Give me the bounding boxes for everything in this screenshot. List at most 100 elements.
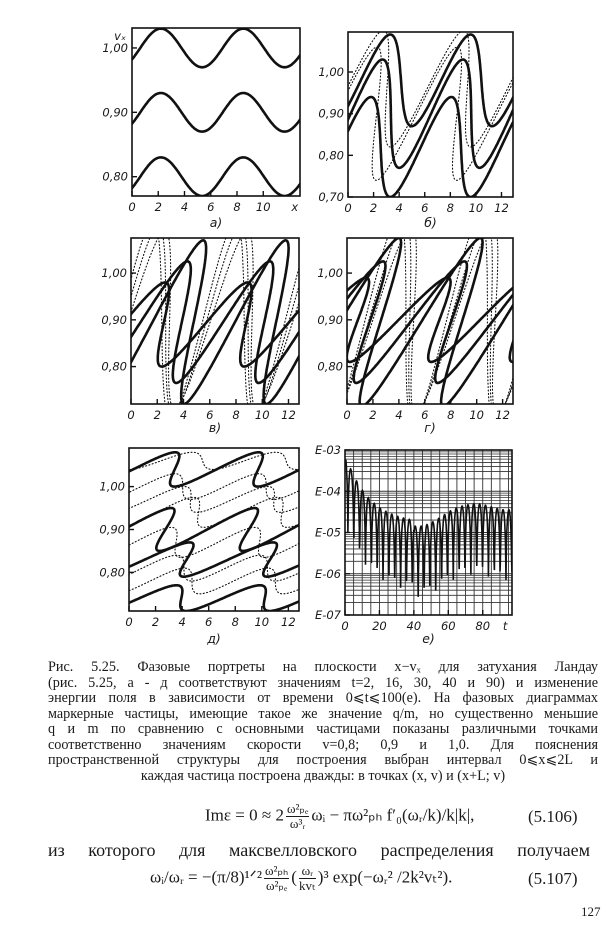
- eq2-frac2-num: ωᵣ: [298, 864, 316, 879]
- figure-panel: E-03 E-04 E-05 E-06 E-070 20 40 60 80 t е): [315, 443, 513, 646]
- phase-curve: [348, 58, 513, 170]
- y-tick-label: 0,90: [99, 523, 125, 537]
- caption-line: пространственной структуры для построени…: [48, 752, 598, 768]
- x-tick-label: 8: [233, 200, 240, 214]
- body-paragraph: из которого для максвелловского распреде…: [48, 840, 590, 860]
- y-tick-label: E-05: [315, 526, 341, 540]
- x-tick-label: 8: [447, 408, 454, 422]
- x-tick-label: 8: [232, 408, 239, 422]
- plot-area: [131, 238, 299, 404]
- marker-particle-curve: [348, 32, 513, 148]
- y-tick-label: 0,90: [317, 313, 343, 327]
- x-tick-label: 6: [206, 408, 213, 422]
- phase-curve: [129, 584, 299, 611]
- y-tick-label: 0,80: [317, 360, 343, 374]
- eq1-lhs: Imε = 0 ≈ 2: [205, 805, 284, 825]
- plot-frame: [347, 31, 514, 198]
- phase-curve: [347, 260, 513, 385]
- equation-5-107: ωᵢ/ωᵣ = −(π/8)¹ᐟ² ω²ₚₕ ω²ₚₑ(ωᵣ kvₜ)³ exp(−ω…: [150, 864, 452, 893]
- caption-line: маркерные частицы, имеющие такое же знач…: [48, 705, 598, 722]
- eq2-rhs: )³ exp(−ωᵣ² /2k²vₜ²).: [317, 867, 453, 887]
- plot-frame: [131, 27, 301, 197]
- y-tick-label: 1,00: [318, 65, 344, 79]
- phase-curve: [348, 95, 513, 197]
- x-tick-label: 0: [341, 619, 348, 633]
- y-tick-label: 0,90: [101, 313, 127, 327]
- x-tick-label: 60: [441, 619, 456, 633]
- x-tick-label: 0: [344, 201, 351, 215]
- x-tick-label: 2: [369, 408, 376, 422]
- x-tick-label: 10: [469, 201, 484, 215]
- x-tick-label: 0: [128, 200, 135, 214]
- x-tick-label: 4: [395, 408, 402, 422]
- y-tick-label: 1,00: [101, 266, 127, 280]
- panel-label: г): [424, 420, 435, 435]
- marker-particle-curve: [129, 486, 299, 513]
- caption-line: q и m по сравнению с основными частицами…: [48, 721, 598, 737]
- panel-label: а): [210, 215, 223, 230]
- marker-particle-curve: [129, 526, 299, 558]
- plot-area: [132, 28, 300, 196]
- x-tick-label: 10: [254, 615, 269, 629]
- y-tick-label: 0,90: [102, 105, 128, 119]
- x-tick-label: 4: [180, 408, 187, 422]
- y-tick-label: 0,80: [318, 148, 344, 162]
- figure-panel: 1,00 0,90 0,80 0 2 4 6 8 10 12 д): [99, 447, 300, 646]
- x-tick-label: 12: [494, 201, 509, 215]
- y-tick-label: 1,00: [317, 266, 343, 280]
- eq1-frac-num: ω²ₚₑ: [285, 801, 310, 817]
- x-tick-label: 40: [407, 619, 422, 633]
- figure-panel: 1,00 0,90 0,80 0 2 4 6 8 10 12 в): [101, 237, 300, 435]
- eq2-fraction-2: ωᵣ kvₜ: [298, 864, 316, 893]
- equation-number: (5.107): [528, 869, 578, 888]
- x-tick-label: 8: [447, 201, 454, 215]
- x-tick-label: 6: [421, 408, 428, 422]
- y-tick-label: 1,00: [99, 480, 125, 494]
- figure-panel: 1,00 0,90 0,80 0 2 4 6 8 10 12 г): [317, 237, 514, 435]
- eq2-fraction-1: ω²ₚₕ ω²ₚₑ: [263, 863, 290, 893]
- eq2-lhs: ωᵢ/ωᵣ = −(π/8)¹ᐟ²: [150, 867, 262, 887]
- x-axis-label: x: [290, 200, 298, 214]
- marker-particle-curve: [348, 46, 513, 181]
- eq2-paren: (: [291, 867, 297, 887]
- panel-label: б): [424, 215, 437, 230]
- x-tick-label: 10: [256, 200, 271, 214]
- plot-frame: [130, 237, 300, 405]
- y-axis-label: vₓ: [114, 29, 126, 43]
- plot-frame: [346, 237, 514, 405]
- phase-curve: [129, 506, 299, 553]
- x-tick-label: 10: [469, 408, 484, 422]
- caption-line: каждая частица построена дважды: в точка…: [140, 767, 506, 784]
- eq1-rhs: ωᵢ − πω²ₚₕ f′₀(ωᵣ/k)/k|k|,: [311, 805, 475, 825]
- eq2-frac1-den: ω²ₚₑ: [265, 878, 288, 893]
- caption-line: энергии поля в зависимости от времени 0⩽…: [48, 690, 598, 706]
- x-tick-label: 4: [395, 201, 402, 215]
- eq1-fraction: ω²ₚₑ ω³ᵣ: [285, 801, 310, 831]
- x-tick-label: 12: [495, 408, 510, 422]
- x-tick-label: 6: [205, 615, 212, 629]
- y-tick-label: 0,70: [318, 190, 344, 204]
- y-tick-label: E-04: [315, 484, 341, 498]
- plot-frame: [128, 447, 300, 612]
- caption-line: соответственно значениям скорости v=0,8;…: [48, 736, 598, 753]
- eq2-frac1-num: ω²ₚₕ: [263, 863, 290, 879]
- y-tick-label: E-03: [315, 443, 341, 457]
- field-energy-line: [345, 459, 512, 597]
- y-tick-label: E-06: [315, 567, 341, 581]
- phase-curve: [131, 260, 299, 385]
- y-tick-label: 0,80: [102, 170, 128, 184]
- y-tick-label: 0,80: [99, 565, 125, 579]
- x-tick-label: 2: [155, 200, 162, 214]
- x-tick-label: 0: [343, 408, 350, 422]
- caption-line: Рис. 5.25. Фазовые портреты на плоскости…: [48, 659, 598, 675]
- panel-label: е): [422, 631, 435, 646]
- page-number: 127: [581, 904, 601, 919]
- x-tick-label: 2: [154, 408, 161, 422]
- caption-line: (рис. 5.25, а - д соответствуют значения…: [48, 674, 598, 691]
- figure-panel: 1,00 0,90 0,80 0 2 4 6 8 10 x vₓ а): [102, 27, 301, 230]
- x-tick-label: 0: [127, 408, 134, 422]
- x-tick-label: 2: [370, 201, 377, 215]
- y-tick-label: E-07: [315, 608, 342, 622]
- phase-curve: [129, 541, 299, 578]
- marker-particle-curve: [347, 238, 513, 404]
